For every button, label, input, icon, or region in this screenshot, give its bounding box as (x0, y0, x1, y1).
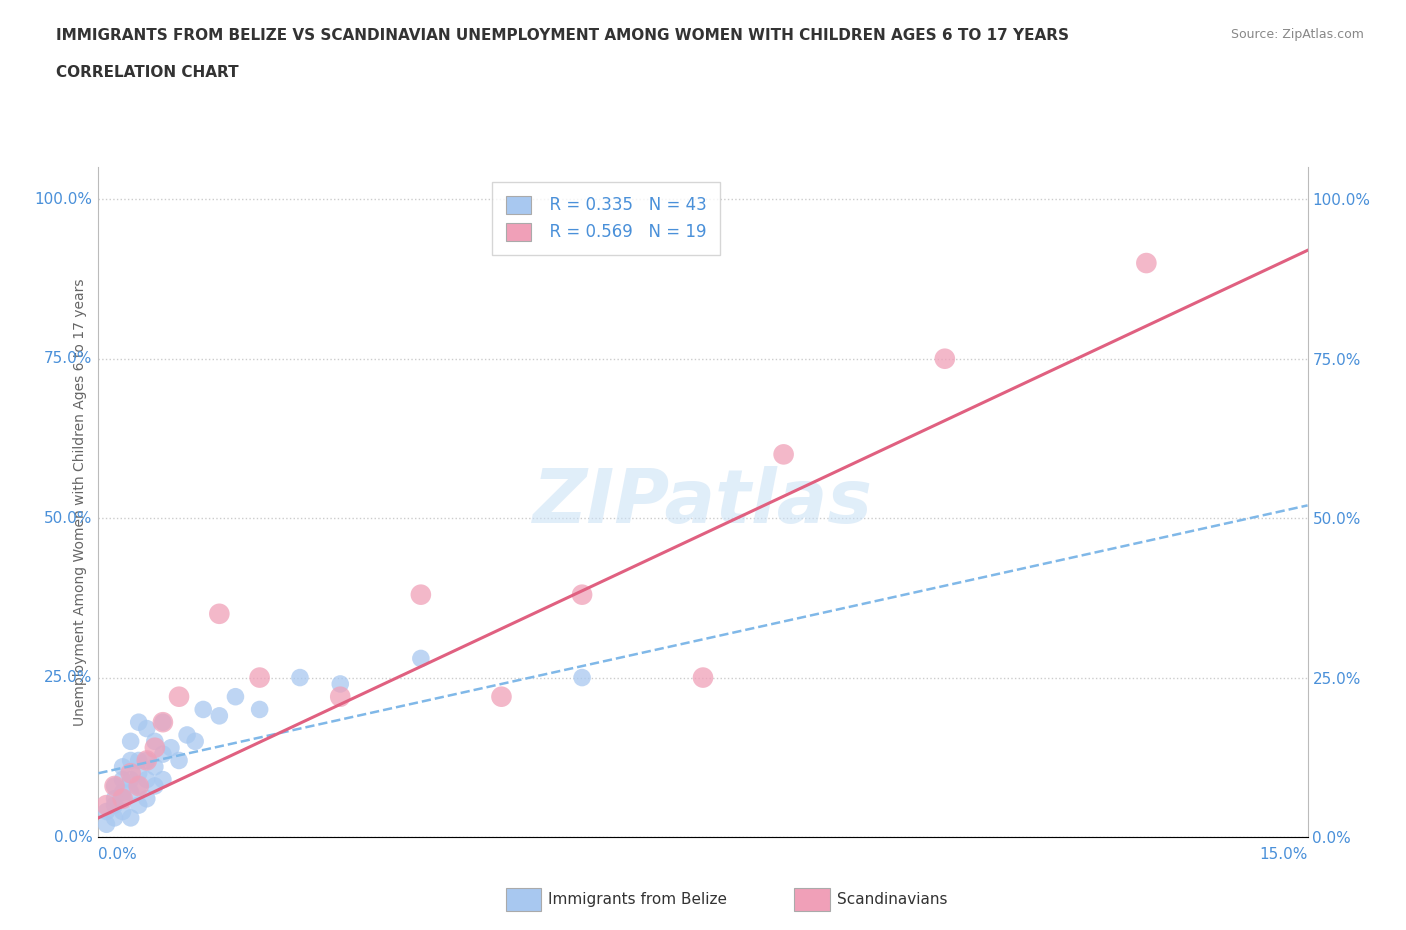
Point (96, 798, 118, 813)
Point (692, 671, 714, 685)
Point (96, 817, 118, 831)
Text: ZIPatlas: ZIPatlas (533, 466, 873, 538)
Text: Immigrants from Belize: Immigrants from Belize (548, 892, 727, 907)
Point (128, 765, 150, 780)
Point (128, 798, 150, 813)
Point (111, 760, 134, 775)
Legend:   R = 0.335   N = 43,   R = 0.569   N = 19: R = 0.335 N = 43, R = 0.569 N = 19 (492, 182, 720, 255)
Point (103, 810, 125, 825)
Point (103, 791, 125, 806)
Point (120, 772, 142, 787)
Point (111, 785, 134, 800)
Point (176, 727, 198, 742)
Point (772, 447, 794, 462)
Point (208, 606, 231, 621)
Point (193, 702, 215, 717)
Point (329, 689, 352, 704)
Point (934, 352, 956, 366)
Point (1135, 256, 1157, 271)
Point (143, 740, 166, 755)
Point (167, 689, 190, 704)
Point (224, 689, 246, 704)
Point (135, 753, 157, 768)
Point (143, 734, 166, 749)
Point (135, 791, 157, 806)
Point (120, 734, 142, 749)
Point (152, 772, 174, 787)
Point (128, 753, 150, 768)
Point (143, 760, 166, 775)
Point (329, 676, 352, 691)
Point (249, 671, 271, 685)
Point (128, 778, 150, 793)
Text: Source: ZipAtlas.com: Source: ZipAtlas.com (1230, 28, 1364, 41)
Point (120, 785, 142, 800)
Point (111, 791, 134, 806)
Point (96, 804, 118, 819)
Point (128, 715, 150, 730)
Point (111, 791, 134, 806)
Text: 75.0%: 75.0% (44, 352, 93, 366)
Point (120, 765, 142, 780)
Text: 100.0%: 100.0% (34, 192, 93, 206)
Point (167, 753, 190, 768)
Point (128, 778, 150, 793)
Point (135, 721, 157, 736)
Point (103, 778, 125, 793)
Text: Scandinavians: Scandinavians (837, 892, 948, 907)
Point (184, 734, 207, 749)
Point (143, 778, 166, 793)
Text: 0.0%: 0.0% (53, 830, 93, 844)
Point (571, 587, 593, 602)
Text: CORRELATION CHART: CORRELATION CHART (56, 65, 239, 80)
Text: 15.0%: 15.0% (1260, 847, 1308, 862)
Point (120, 753, 142, 768)
Point (160, 740, 183, 755)
Point (249, 702, 271, 717)
Text: IMMIGRANTS FROM BELIZE VS SCANDINAVIAN UNEMPLOYMENT AMONG WOMEN WITH CHILDREN AG: IMMIGRANTS FROM BELIZE VS SCANDINAVIAN U… (56, 28, 1069, 43)
Point (409, 587, 432, 602)
Point (208, 709, 231, 724)
Point (409, 651, 432, 666)
Point (103, 798, 125, 813)
Point (103, 778, 125, 793)
Text: 0.0%: 0.0% (98, 847, 138, 862)
Point (152, 715, 174, 730)
Point (111, 772, 134, 787)
Point (288, 671, 311, 685)
Y-axis label: Unemployment Among Women with Children Ages 6 to 17 years: Unemployment Among Women with Children A… (73, 278, 87, 726)
Point (152, 715, 174, 730)
Point (135, 753, 157, 768)
Text: 25.0%: 25.0% (44, 671, 93, 685)
Point (152, 747, 174, 762)
Text: 50.0%: 50.0% (44, 511, 93, 525)
Point (111, 804, 134, 819)
Point (120, 810, 142, 825)
Point (491, 689, 513, 704)
Point (571, 671, 593, 685)
Point (135, 772, 157, 787)
